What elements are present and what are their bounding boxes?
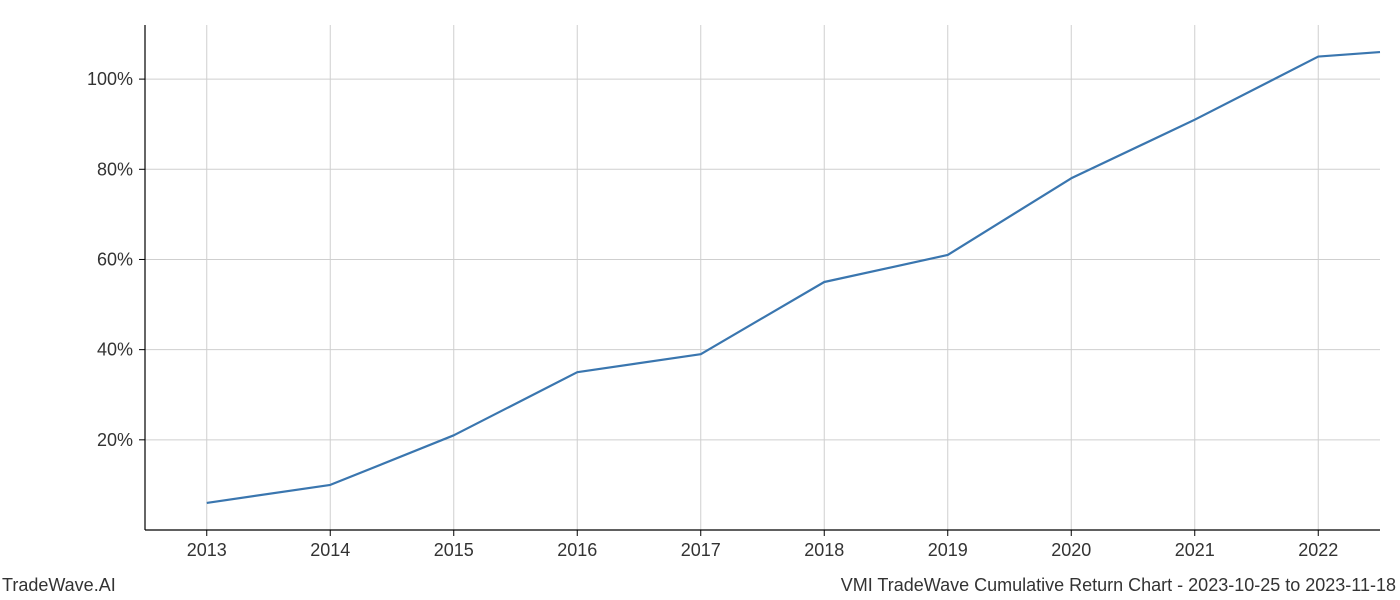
x-tick-label: 2021 [1175,540,1215,560]
x-tick-label: 2016 [557,540,597,560]
x-tick-label: 2014 [310,540,350,560]
x-tick-label: 2017 [681,540,721,560]
x-tick-label: 2018 [804,540,844,560]
footer-right-label: VMI TradeWave Cumulative Return Chart - … [841,575,1396,596]
y-tick-label: 20% [97,430,133,450]
data-line [207,52,1380,503]
x-tick-label: 2019 [928,540,968,560]
footer-left-label: TradeWave.AI [2,575,116,596]
line-chart: 2013 2014 2015 2016 2017 2018 2019 2020 2021 2022… [0,0,1400,600]
y-tick-label: 80% [97,159,133,179]
x-tick-label: 2013 [187,540,227,560]
y-tick-label: 40% [97,340,133,360]
x-tick-label: 2015 [434,540,474,560]
x-tick-label: 2022 [1298,540,1338,560]
y-tick-label: 60% [97,249,133,269]
y-tick-label: 100% [87,69,133,89]
chart-container: 2013 2014 2015 2016 2017 2018 2019 2020 2021 2022… [0,0,1400,600]
x-tick-label: 2020 [1051,540,1091,560]
